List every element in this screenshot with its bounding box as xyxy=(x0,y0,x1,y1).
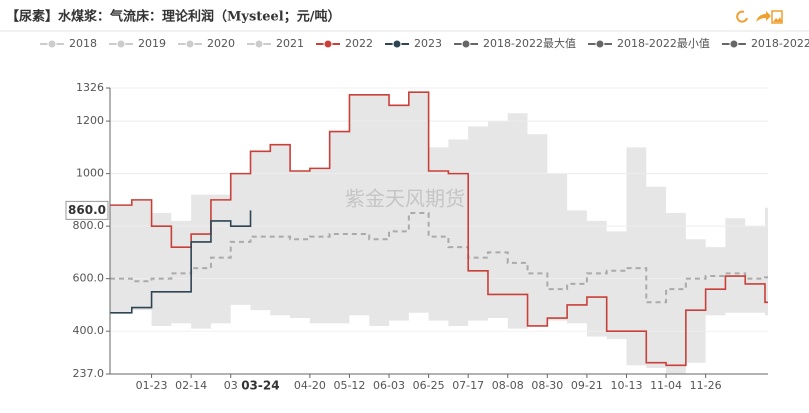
share-icon[interactable] xyxy=(756,11,771,22)
legend-marker xyxy=(116,39,126,49)
x-tick-label: 07-17 xyxy=(452,379,484,392)
x-tick-label: 04-20 xyxy=(294,379,326,392)
legend-marker xyxy=(323,39,333,49)
x-tick-label: 01-23 xyxy=(136,379,168,392)
image-icon-detail xyxy=(773,17,782,22)
refresh-icon[interactable] xyxy=(736,10,748,23)
y-tick-label: 237.0 xyxy=(73,367,105,380)
x-tick-label: 08-30 xyxy=(531,379,563,392)
x-tick-label: 08-08 xyxy=(492,379,524,392)
pointer-y-box xyxy=(65,200,109,220)
legend-label[interactable]: 2018-2022最小值 xyxy=(617,37,710,50)
y-tick-label: 1200 xyxy=(76,114,104,127)
series-line xyxy=(110,210,252,314)
legend-marker xyxy=(461,39,471,49)
pointer-y-label: 860.0 xyxy=(68,203,106,217)
pointer-x-label: 03-24 xyxy=(241,379,279,393)
band-area xyxy=(110,92,768,374)
legend-marker xyxy=(254,39,264,49)
image-icon[interactable] xyxy=(771,10,783,24)
x-tick-label: 02-14 xyxy=(175,379,207,392)
legend-label[interactable]: 2023 xyxy=(414,37,442,50)
chart-title: 【尿素】水煤浆：气流床：理论利润（Mysteel；元/吨） xyxy=(6,9,341,25)
legend-marker xyxy=(595,39,605,49)
legend-marker xyxy=(47,39,57,49)
x-tick-label: 06-25 xyxy=(413,379,445,392)
watermark: 紫金天风期货 xyxy=(345,187,465,211)
legend-label[interactable]: 2018-2022最大值 xyxy=(483,36,576,50)
y-tick-label: 1326 xyxy=(76,81,104,94)
pointer-x-box xyxy=(238,377,283,394)
x-tick-label: 09-21 xyxy=(571,379,603,392)
legend-marker xyxy=(729,39,739,49)
legend-label[interactable]: 2019 xyxy=(138,37,166,50)
y-tick-label: 600.0 xyxy=(73,272,105,285)
x-tick-label: 03 xyxy=(224,379,238,392)
series-line xyxy=(110,91,768,367)
band-area xyxy=(110,304,768,374)
x-tick-label: 11-26 xyxy=(690,379,722,392)
legend-marker xyxy=(392,39,402,49)
legend-label[interactable]: 2021 xyxy=(276,37,304,50)
legend-marker xyxy=(185,39,195,49)
legend-label[interactable]: 2022 xyxy=(345,37,373,50)
toolbar xyxy=(736,10,783,24)
y-tick-label: 800.0 xyxy=(73,219,105,232)
y-tick-label: 1000 xyxy=(76,167,104,180)
x-tick-label: 10-13 xyxy=(611,379,643,392)
x-tick-label: 05-12 xyxy=(333,379,365,392)
mean-line xyxy=(110,212,768,304)
legend-label[interactable]: 2020 xyxy=(207,37,235,50)
y-tick-label: 400.0 xyxy=(73,324,105,337)
x-tick-label: 06-03 xyxy=(373,379,405,392)
legend-label[interactable]: 2018-2022均值 xyxy=(751,37,809,50)
legend-label[interactable]: 2018 xyxy=(69,37,97,50)
x-tick-label: 11-04 xyxy=(650,379,682,392)
